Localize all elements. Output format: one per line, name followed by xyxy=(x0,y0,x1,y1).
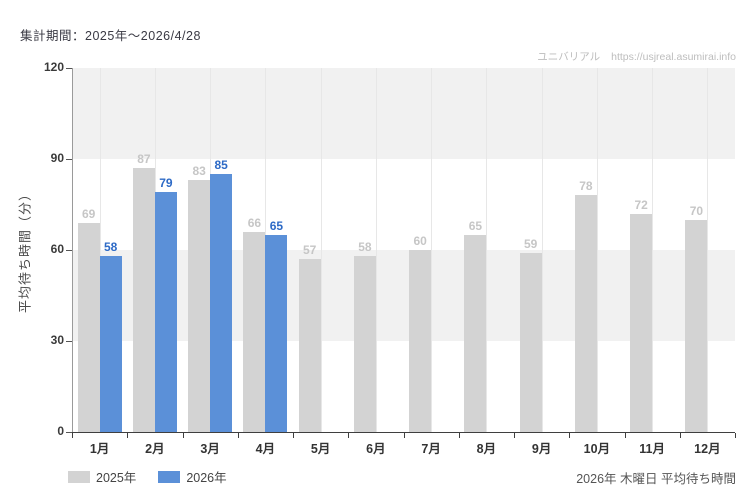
vertical-gridline xyxy=(320,68,322,432)
bar-value-label: 87 xyxy=(137,152,151,167)
legend-item-2025年[interactable]: 2025年 xyxy=(68,467,136,486)
bar-value-label: 59 xyxy=(523,237,538,252)
x-tick-label-5月: 5月 xyxy=(310,442,331,456)
x-axis-tick xyxy=(182,433,184,438)
x-axis-tick xyxy=(293,433,294,438)
y-axis-tick xyxy=(66,68,72,69)
y-tick-label-60: 60 xyxy=(50,242,64,256)
x-tick-label-1月: 1月 xyxy=(89,442,110,456)
x-axis-tick xyxy=(127,433,129,438)
y-tick-label-120: 120 xyxy=(43,60,64,74)
legend-swatch-2026年 xyxy=(158,470,181,483)
y-axis-tick xyxy=(66,341,72,342)
x-tick-label-9月: 9月 xyxy=(531,442,552,456)
x-axis-tick xyxy=(514,433,515,438)
vertical-gridline xyxy=(431,68,433,432)
x-axis-tick xyxy=(237,433,239,438)
x-tick-label-7月: 7月 xyxy=(421,442,441,456)
y-tick-label-30: 30 xyxy=(50,333,64,347)
vertical-gridline xyxy=(707,68,709,432)
x-tick-label-6月: 6月 xyxy=(366,442,386,456)
bar-2025年 xyxy=(574,195,597,432)
vertical-gridline xyxy=(375,68,377,432)
x-axis-tick xyxy=(348,433,350,438)
legend-swatch-2025年 xyxy=(68,470,90,483)
x-tick-label-8月: 8月 xyxy=(476,442,497,456)
bar-value-label: 79 xyxy=(159,176,173,191)
watermark: ユニバリアル https://usjreal.asumirai.info xyxy=(529,49,736,64)
vertical-gridline xyxy=(99,68,101,432)
x-tick-label-11月: 11月 xyxy=(639,442,665,456)
legend: 2025年 2026年 xyxy=(68,467,227,486)
vertical-gridline xyxy=(596,68,598,432)
x-axis-tick xyxy=(403,433,405,438)
chart-caption: 2026年 木曜日 平均待ち時間 xyxy=(576,472,736,486)
x-tick-label-12月: 12月 xyxy=(694,442,721,456)
legend-item-2026年[interactable]: 2026年 xyxy=(158,467,227,486)
x-axis-tick xyxy=(679,433,681,438)
y-axis-tick xyxy=(66,159,72,160)
bar-value-label: 60 xyxy=(413,234,427,248)
y-axis-line xyxy=(72,68,73,432)
x-axis-tick xyxy=(72,433,73,438)
x-tick-label-10月: 10月 xyxy=(583,442,611,456)
bar-value-label: 72 xyxy=(634,197,648,212)
vertical-gridline xyxy=(652,68,654,432)
bar-2025年 xyxy=(77,222,100,432)
bar-2026年 xyxy=(154,192,177,432)
x-axis-line xyxy=(72,432,735,433)
grid-band xyxy=(72,68,735,159)
bar-2026年 xyxy=(265,234,288,432)
bar-value-label: 65 xyxy=(269,218,284,233)
bar-2026年 xyxy=(210,174,233,432)
vertical-gridline xyxy=(541,68,543,432)
bar-2025年 xyxy=(519,253,542,432)
x-axis-tick xyxy=(735,433,736,438)
bar-2025年 xyxy=(685,219,708,432)
bar-value-label: 58 xyxy=(358,240,372,255)
bar-value-label: 85 xyxy=(214,158,228,173)
x-axis-tick xyxy=(624,433,626,438)
plot-area: 69 87 83 66 57 58 60 65 59 78 72 70 58 79 85 65 xyxy=(66,68,736,438)
bar-2025年 xyxy=(353,256,376,432)
bar-2025年 xyxy=(464,234,487,432)
y-tick-label-90: 90 xyxy=(50,151,64,165)
bar-value-label: 58 xyxy=(103,240,118,255)
bar-value-label: 66 xyxy=(247,215,262,230)
x-tick-label-4月: 4月 xyxy=(255,442,276,456)
bar-2025年 xyxy=(298,259,321,432)
y-axis-tick xyxy=(66,432,72,433)
report-period-title: 集計期間：2025年～2026/4/28 xyxy=(20,29,201,43)
bar-value-label: 65 xyxy=(468,218,483,233)
bar-2025年 xyxy=(630,213,653,432)
x-axis-tick xyxy=(569,433,571,438)
x-axis-tick xyxy=(458,433,460,438)
bar-2025年 xyxy=(132,168,155,432)
x-tick-label-2月: 2月 xyxy=(145,442,165,456)
bar-value-label: 78 xyxy=(579,179,593,194)
y-axis-tick xyxy=(66,250,72,251)
legend-label: 2025年 xyxy=(96,471,137,485)
bar-2025年 xyxy=(243,231,266,432)
x-tick-label-3月: 3月 xyxy=(200,442,220,456)
grid-band xyxy=(72,250,735,341)
bar-value-label: 70 xyxy=(689,203,704,218)
bar-value-label: 83 xyxy=(192,164,206,179)
watermark-url: https://usjreal.asumirai.info xyxy=(611,51,736,63)
bar-2026年 xyxy=(99,256,122,432)
vertical-gridline xyxy=(486,68,488,432)
bar-2025年 xyxy=(409,250,432,432)
legend-label: 2026年 xyxy=(186,471,227,485)
bar-2025年 xyxy=(188,180,211,432)
bar-value-label: 69 xyxy=(81,206,96,221)
watermark-site-name: ユニバリアル xyxy=(537,51,601,63)
bar-value-label: 57 xyxy=(302,243,317,258)
y-tick-label-0: 0 xyxy=(57,424,64,438)
